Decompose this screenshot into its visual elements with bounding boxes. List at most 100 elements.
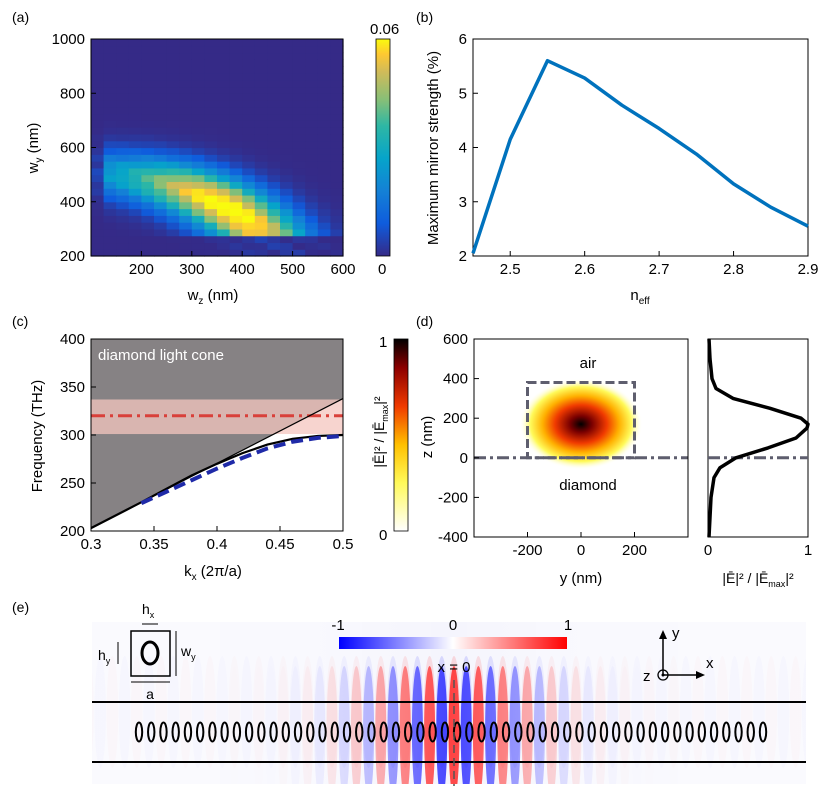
heatmap-a-cell bbox=[254, 228, 268, 237]
axes-b-ylabel: Maximum mirror strength (%) bbox=[425, 51, 442, 245]
heatmap-a-cell bbox=[305, 86, 319, 94]
heatmap-a-cell bbox=[141, 215, 155, 223]
heatmap-a-cell bbox=[91, 113, 105, 121]
heatmap-a-cell bbox=[154, 201, 168, 210]
heatmap-a-cell bbox=[217, 45, 231, 54]
heatmap-a-cell bbox=[280, 161, 294, 169]
heatmap-a-cell bbox=[280, 167, 294, 176]
heatmap-a-cell bbox=[204, 201, 218, 210]
heatmap-a-cell bbox=[166, 154, 180, 162]
heatmap-a-cell bbox=[292, 39, 306, 47]
heatmap-a-cell bbox=[128, 167, 142, 176]
heatmap-a-cell bbox=[242, 167, 256, 176]
heatmap-a-cell bbox=[91, 154, 105, 162]
heatmap-a-cell bbox=[330, 86, 344, 94]
heatmap-a-cell bbox=[217, 154, 231, 162]
heatmap-a-cell bbox=[103, 242, 117, 250]
heatmap-a-cell bbox=[91, 174, 105, 183]
heatmap-a-cell bbox=[217, 52, 231, 60]
air-hole bbox=[159, 721, 168, 743]
heatmap-a-cell bbox=[116, 106, 130, 115]
heatmap-a-cell bbox=[166, 140, 180, 149]
heatmap-a-cell bbox=[330, 59, 344, 67]
air-hole bbox=[147, 721, 156, 743]
heatmap-a-cell bbox=[280, 66, 294, 74]
heatmap-a-cell bbox=[229, 59, 243, 67]
heatmap-a-cell bbox=[242, 222, 256, 230]
air-hole bbox=[709, 721, 719, 743]
heatmap-a-cell bbox=[242, 66, 256, 74]
air-hole bbox=[624, 721, 633, 743]
heatmap-a-cell bbox=[103, 147, 117, 155]
heatmap-a-cell bbox=[317, 52, 331, 60]
heatmap-a-cell bbox=[166, 79, 180, 88]
heatmap-a-cell bbox=[141, 106, 155, 115]
heatmap-a-cell bbox=[242, 133, 256, 142]
heatmap-a-cell bbox=[204, 147, 218, 155]
heatmap-a-cell bbox=[242, 45, 256, 54]
axes-c-xtick-label: 0.35 bbox=[139, 536, 168, 553]
heatmap-a-cell bbox=[292, 201, 306, 210]
heatmap-a-cell bbox=[204, 133, 218, 142]
air-hole bbox=[746, 721, 755, 743]
heatmap-a-cell bbox=[179, 194, 193, 203]
heatmap-a-cell bbox=[103, 39, 117, 47]
heatmap-a-cell bbox=[179, 133, 193, 142]
heatmap-a-cell bbox=[280, 45, 294, 54]
heatmap-a-cell bbox=[191, 140, 205, 149]
heatmap-a-cell bbox=[116, 228, 130, 237]
z-axis-label: z bbox=[643, 668, 651, 685]
heatmap-a-cell bbox=[229, 174, 243, 183]
heatmap-a-cell bbox=[204, 113, 218, 121]
heatmap-a-cell bbox=[330, 93, 344, 101]
heatmap-a-cell bbox=[154, 228, 168, 237]
heatmap-a-cell bbox=[128, 208, 142, 216]
heatmap-a-cell bbox=[204, 208, 218, 216]
heatmap-a-cell bbox=[317, 133, 331, 142]
heatmap-a-cell bbox=[330, 215, 344, 223]
heatmap-a-cell bbox=[191, 228, 205, 237]
heatmap-a-cell bbox=[128, 242, 142, 250]
heatmap-a-cell bbox=[141, 249, 155, 257]
heatmap-a-cell bbox=[317, 188, 331, 196]
air-hole bbox=[599, 721, 609, 743]
heatmap-a-cell bbox=[116, 174, 130, 183]
heatmap-a-cell bbox=[229, 208, 243, 216]
heatmap-a-cell bbox=[229, 249, 243, 257]
heatmap-a-cell bbox=[292, 72, 306, 81]
heatmap-a-cell bbox=[154, 52, 168, 60]
heatmap-a-cell bbox=[141, 167, 155, 176]
heatmap-a-cell bbox=[292, 113, 306, 121]
heatmap-a-cell bbox=[242, 228, 256, 237]
heatmap-a-cell bbox=[166, 161, 180, 169]
heatmap-a-cell bbox=[166, 147, 180, 155]
heatmap-a-cell bbox=[116, 120, 130, 128]
heatmap-a-cell bbox=[305, 235, 319, 244]
heatmap-a-cell bbox=[91, 167, 105, 176]
heatmap-a-cell bbox=[305, 45, 319, 54]
heatmap-a-cell bbox=[154, 188, 168, 196]
heatmap-a-cell bbox=[280, 194, 294, 203]
heatmap-a-cell bbox=[254, 52, 268, 60]
heatmap-a-cell bbox=[229, 215, 243, 223]
axes-d-xticks: -200 0 200 bbox=[512, 532, 647, 559]
heatmap-a-cell bbox=[305, 228, 319, 237]
wy-label: wy bbox=[180, 643, 196, 662]
heatmap-a-cell bbox=[154, 242, 168, 250]
heatmap-a-cell bbox=[305, 174, 319, 183]
heatmap-a-cell bbox=[154, 113, 168, 121]
heatmap-a-cell bbox=[254, 188, 268, 196]
heatmap-a-cell bbox=[267, 235, 281, 244]
heatmap-a-cell bbox=[128, 59, 142, 67]
heatmap-a-cell bbox=[154, 45, 168, 54]
heatmap-a-cell bbox=[166, 45, 180, 54]
heatmap-a-cell bbox=[229, 235, 243, 244]
heatmap-a-cell bbox=[292, 86, 306, 94]
heatmap-a-cell bbox=[317, 208, 331, 216]
heatmap-a-cell bbox=[280, 208, 294, 216]
heatmap-a-cell bbox=[116, 208, 130, 216]
heatmap-a-cell bbox=[191, 39, 205, 47]
heatmap-a-cell bbox=[280, 201, 294, 210]
